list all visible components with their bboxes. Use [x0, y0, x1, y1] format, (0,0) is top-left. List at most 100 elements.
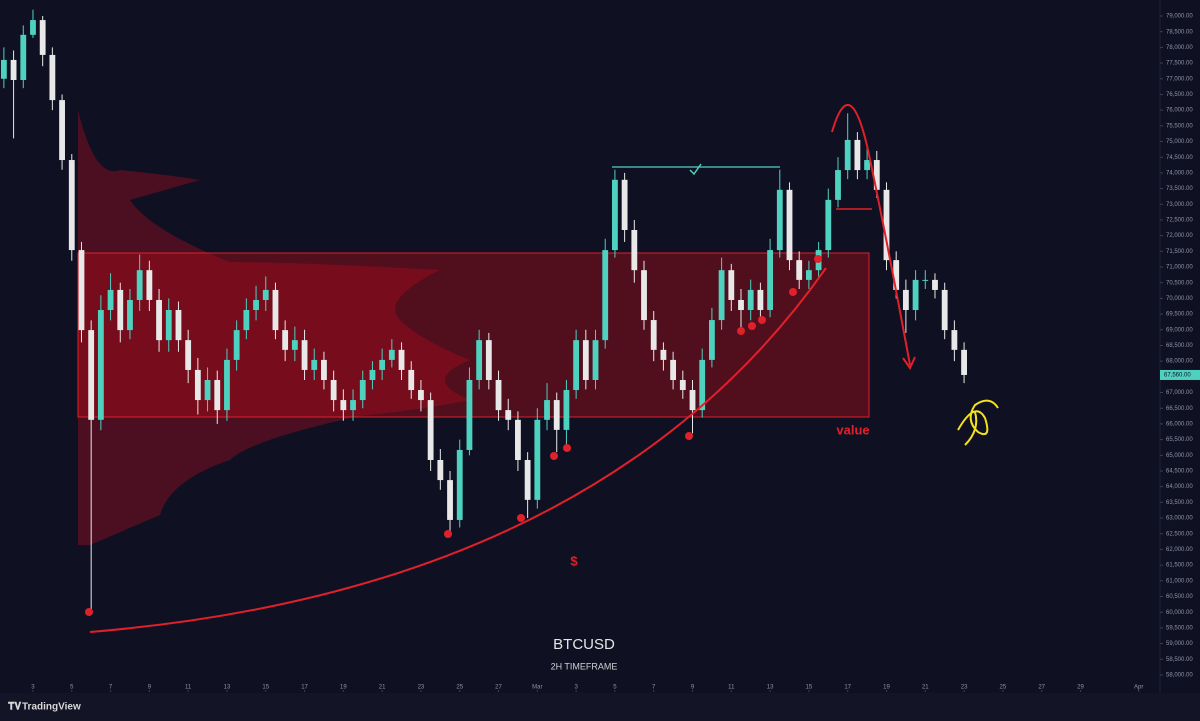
candle-body [738, 299, 744, 311]
y-tick-label: 73,000.00 [1166, 202, 1193, 208]
candle-body [282, 330, 289, 350]
candle-body [78, 250, 85, 331]
candle-body [30, 20, 36, 35]
candle-body [408, 369, 415, 391]
candle-body [39, 20, 46, 55]
candle-body [369, 369, 376, 380]
y-tick-label: 69,500.00 [1166, 312, 1193, 318]
candle-body [796, 260, 803, 280]
candle-body [864, 160, 870, 171]
candle-body [311, 359, 318, 370]
x-tick-label: 21 [922, 685, 929, 691]
y-tick-label: 76,000.00 [1166, 108, 1193, 114]
candle-body [350, 400, 356, 411]
y-tick-label: 73,500.00 [1166, 186, 1193, 192]
x-tick-label: 23 [961, 685, 968, 691]
candle-body [524, 460, 531, 500]
candle-body [0, 59, 7, 79]
candle-body [708, 320, 715, 360]
x-tick-label: 27 [495, 685, 502, 691]
candle-body [893, 260, 900, 290]
candle-body [456, 449, 463, 520]
candle-body [553, 400, 560, 430]
y-tick-label: 75,500.00 [1166, 123, 1193, 129]
y-tick-label: 66,500.00 [1166, 406, 1193, 412]
x-tick-label: 3 [31, 685, 35, 691]
candle-body [49, 54, 56, 101]
y-tick-label: 74,500.00 [1166, 155, 1193, 161]
arrow-curve [831, 103, 911, 366]
watermark: TradingView [22, 702, 81, 713]
candle-body [253, 299, 259, 311]
candle-body [660, 349, 667, 360]
candle-body [873, 160, 880, 190]
candle-body [388, 349, 395, 360]
candle-body [767, 250, 774, 311]
y-tick-label: 58,000.00 [1166, 673, 1193, 679]
y-tick-label: 70,000.00 [1166, 296, 1193, 302]
candle-body [582, 340, 589, 380]
candle-body [883, 189, 890, 261]
candle-body [330, 379, 337, 401]
candle-body [262, 289, 269, 300]
plot [0, 9, 967, 613]
candle-body [912, 279, 919, 311]
candle-body [961, 349, 967, 375]
candle-body [107, 289, 114, 311]
x-tick-label: 15 [262, 685, 269, 691]
y-tick-label: 66,000.00 [1166, 421, 1193, 427]
y-tick-label: 75,000.00 [1166, 139, 1193, 145]
candle-body [127, 299, 133, 331]
y-tick-label: 79,000.00 [1166, 14, 1193, 20]
scribble [957, 399, 999, 446]
x-tick-label: 11 [185, 685, 192, 691]
candle-body [321, 359, 327, 380]
candle-body [185, 340, 192, 370]
candle-body [146, 270, 153, 300]
x-tick-label: 7 [109, 685, 113, 691]
candle-body [495, 379, 502, 411]
annotation: value [836, 422, 869, 437]
candle-body [10, 59, 17, 81]
x-tick-label: 5 [70, 685, 74, 691]
y-tick-label: 76,500.00 [1166, 92, 1193, 98]
candle-body [689, 390, 696, 411]
x-tick-label: 5 [613, 685, 617, 691]
y-tick-label: 74,000.00 [1166, 170, 1193, 176]
y-tick-label: 65,000.00 [1166, 453, 1193, 459]
candle-body [204, 379, 211, 401]
y-tick-label: 78,000.00 [1166, 45, 1193, 51]
candle-body [941, 289, 948, 331]
annotations-front: value $ BTCUSD 2H TIMEFRAME [85, 103, 999, 671]
candle-body [398, 349, 405, 370]
candle-body [573, 340, 580, 391]
candle-body [136, 270, 143, 300]
candle-body [641, 270, 647, 321]
candle-body [59, 100, 65, 161]
candle-body [340, 400, 347, 411]
x-tick-label: 11 [728, 685, 735, 691]
candle-body [224, 359, 230, 411]
candle-body [835, 170, 841, 200]
candle-body [485, 340, 492, 380]
candle-body [175, 310, 182, 341]
candle-body [679, 379, 686, 391]
y-tick-label: 71,000.00 [1166, 265, 1193, 271]
y-tick-label: 62,500.00 [1166, 531, 1193, 537]
candle-body [359, 379, 366, 401]
candle-body [621, 179, 628, 230]
annotation: $ [570, 553, 578, 568]
candle-body [117, 289, 124, 331]
candle-body [825, 199, 832, 251]
curve [89, 267, 827, 633]
y-tick-label: 65,500.00 [1166, 437, 1193, 443]
x-tick-label: Apr [1134, 685, 1143, 691]
candle-body [951, 330, 958, 350]
y-tick-label: 63,500.00 [1166, 500, 1193, 506]
x-tick-label: Mar [532, 685, 542, 691]
y-tick-label: 59,000.00 [1166, 641, 1193, 647]
candle-body [379, 359, 386, 370]
y-tick-label: 69,000.00 [1166, 327, 1193, 333]
